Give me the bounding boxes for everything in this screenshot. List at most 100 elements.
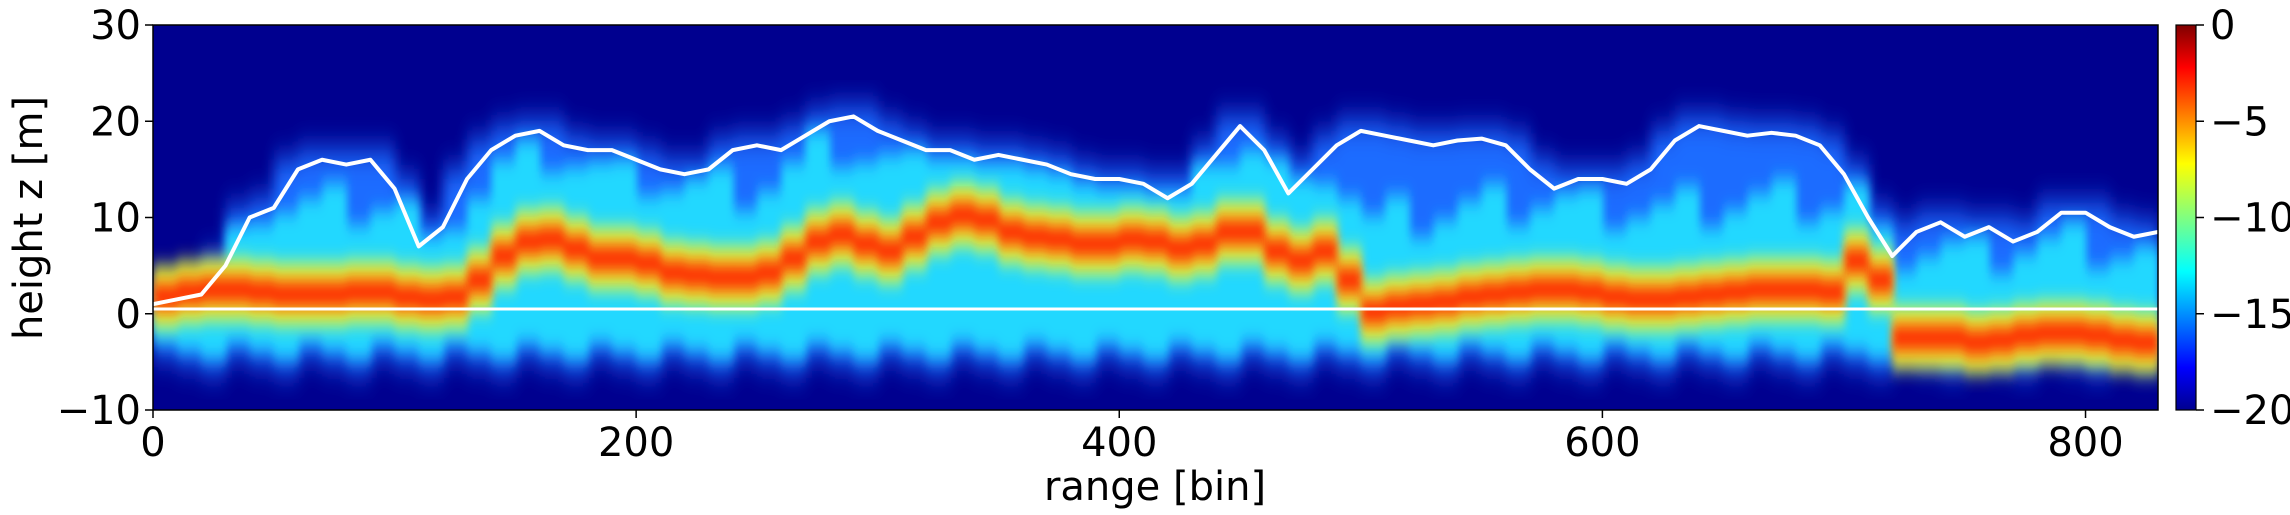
colorbar-ticks: 0 −5 −10 −15 −20 <box>2196 3 2290 434</box>
heatmap-cell <box>1312 237 1338 265</box>
heatmap-cell <box>877 237 903 265</box>
heatmap-cell <box>926 208 952 236</box>
heatmap-cell <box>611 244 638 272</box>
y-axis-label: height z [m] <box>6 96 52 340</box>
heatmap-cell <box>708 264 734 292</box>
heatmap-cell <box>1384 293 1411 321</box>
y-tick-label: 10 <box>90 196 141 242</box>
y-tick-label: −10 <box>57 388 141 434</box>
heatmap-cell <box>153 283 179 311</box>
heatmap-cell <box>1940 324 1966 352</box>
heatmap-cell <box>974 206 1000 234</box>
heatmap-cell <box>2085 321 2111 349</box>
heatmap-cell <box>1819 278 1845 306</box>
heatmap-cell <box>1723 278 1749 306</box>
heatmap-cell <box>2013 321 2039 349</box>
heatmap-cell <box>1119 225 1145 253</box>
heatmap-cell <box>1240 218 1266 246</box>
heatmap-cell <box>1988 326 2015 354</box>
heatmap-cell <box>1554 276 1580 304</box>
heatmap-cell <box>249 278 275 306</box>
heatmap-cell <box>442 283 469 311</box>
heatmap-cell <box>926 159 952 359</box>
heatmap-cell <box>1409 290 1435 318</box>
heatmap-cell <box>1505 278 1531 306</box>
heatmap-cell <box>177 278 203 306</box>
heatmap-cell <box>1699 281 1725 308</box>
heatmap-cell <box>1433 288 1459 316</box>
heatmap-cell <box>805 228 831 256</box>
heatmap-cell <box>539 225 565 253</box>
y-tick-label: 30 <box>90 3 141 49</box>
heatmap-cell <box>1095 230 1121 258</box>
heatmap-cell <box>1747 276 1773 304</box>
heatmap-cell <box>2037 319 2063 347</box>
heatmap-cell <box>1360 297 1386 325</box>
canopy-height-line <box>153 114 2158 307</box>
heatmap-cell <box>756 259 783 287</box>
heatmap-cell <box>1892 324 1918 352</box>
y-tick-label: 20 <box>90 99 141 145</box>
plot-area <box>153 25 2158 410</box>
x-tick-label: 400 <box>1081 420 1157 466</box>
x-tick-label: 0 <box>140 420 165 466</box>
x-axis-label: range [bin] <box>1044 464 1266 510</box>
colorbar-tick-label: −15 <box>2210 292 2290 338</box>
heatmap-cell <box>660 259 686 287</box>
heatmap-cell <box>732 264 758 292</box>
colorbar-tick-label: −20 <box>2210 388 2290 434</box>
colorbar-tick-label: −10 <box>2210 196 2290 242</box>
y-axis-ticks: −10 0 10 20 30 <box>57 3 153 434</box>
heatmap-cell <box>1046 225 1072 253</box>
heatmap-cell <box>491 242 517 270</box>
heatmap-cell <box>950 201 976 229</box>
x-tick-label: 200 <box>598 420 674 466</box>
heatmap-cell <box>1070 230 1097 258</box>
heatmap-cell <box>1795 276 1821 304</box>
heatmap-cell <box>394 283 420 311</box>
heatmap-cell <box>1602 283 1628 311</box>
heatmap-cell <box>1288 247 1314 275</box>
heatmap-cell <box>1578 278 1604 306</box>
heatmap-cell <box>1674 283 1701 311</box>
heatmap-cell <box>225 276 251 304</box>
heatmap-cell <box>901 223 928 251</box>
heatmap-cell <box>1916 324 1942 352</box>
heatmap-cell <box>1771 276 1797 304</box>
heatmap-cell <box>273 281 299 308</box>
x-tick-label: 600 <box>1564 420 1640 466</box>
heatmap-cell <box>1215 218 1242 246</box>
heatmap-cell <box>2109 326 2135 354</box>
colorbar-tick-label: 0 <box>2210 3 2235 49</box>
heatmap-cell <box>1022 223 1048 251</box>
heatmap-cell <box>346 278 372 306</box>
heatmap-cell <box>829 220 855 248</box>
heatmap-cell <box>515 228 541 256</box>
heatmap-cell <box>1167 235 1193 263</box>
heatmap-cell <box>297 281 324 308</box>
heatmap-cell <box>2133 329 2158 357</box>
heatmap-cell <box>1457 283 1483 311</box>
colorbar-tick-label: −5 <box>2210 99 2269 145</box>
heatmap-cell <box>1264 237 1290 265</box>
y-tick-label: 0 <box>116 292 141 338</box>
heatmap-cell <box>781 244 807 272</box>
heatmap-cell <box>1143 228 1169 256</box>
heatmap-cell <box>684 261 710 289</box>
heatmap-cell <box>853 230 879 258</box>
heatmap-cell <box>1529 276 1556 304</box>
x-axis-ticks: 0 200 400 600 800 <box>140 410 2124 466</box>
heatmap-cell <box>1336 266 1362 294</box>
heatmap-cell <box>1964 329 1990 357</box>
heatmap-cell <box>636 249 662 277</box>
heatmap-cell <box>2061 319 2087 347</box>
heatmap-cell <box>1481 281 1507 308</box>
heatmap-cell <box>1191 230 1217 258</box>
x-tick-label: 800 <box>2047 420 2123 466</box>
heatmap-cell <box>322 281 348 308</box>
heatmap-cell <box>998 218 1024 246</box>
heatmap-cell <box>587 244 613 272</box>
heatmap-cell <box>370 278 396 306</box>
heatmap-core-layer <box>153 201 2158 357</box>
